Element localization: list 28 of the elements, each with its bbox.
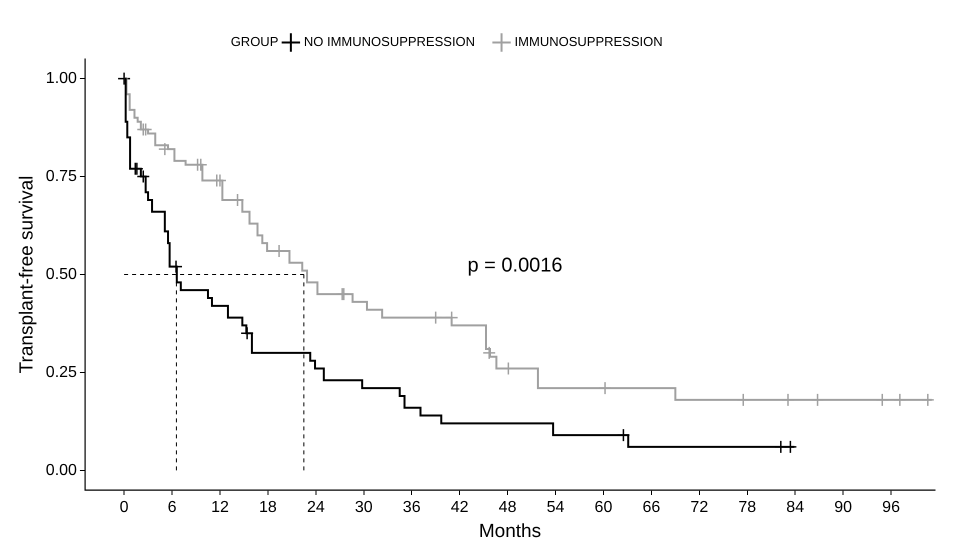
y-axis-title: Transplant-free survival (16, 176, 38, 374)
x-tick-label: 24 (306, 499, 325, 516)
x-tick-label: 54 (546, 499, 565, 516)
legend-title: GROUP (230, 34, 278, 50)
x-tick-label: 72 (690, 499, 708, 516)
x-tick-label: 96 (882, 499, 900, 516)
legend-label: NO IMMUNOSUPPRESSION (304, 34, 476, 50)
x-tick-label: 30 (354, 499, 373, 516)
x-tick-label: 36 (402, 499, 421, 516)
x-tick-label: 12 (211, 499, 229, 516)
y-tick-label: 0.25 (46, 364, 78, 381)
x-tick-label: 78 (738, 499, 756, 516)
x-tick-label: 6 (168, 499, 177, 516)
y-tick-label: 0.50 (46, 266, 78, 283)
x-tick-label: 60 (594, 499, 612, 516)
y-tick-label: 0.75 (46, 168, 78, 185)
y-tick-label: 1.00 (46, 70, 78, 87)
legend-label: IMMUNOSUPPRESSION (514, 34, 663, 50)
x-tick-label: 90 (834, 499, 852, 516)
y-tick-label: 0.00 (46, 462, 78, 479)
x-axis-title: Months (478, 520, 542, 542)
x-tick-label: 84 (786, 499, 804, 516)
x-tick-label: 66 (642, 499, 660, 516)
x-tick-label: 0 (120, 499, 129, 516)
annotation: p = 0.0016 (467, 254, 563, 276)
x-tick-label: 48 (498, 499, 517, 516)
x-tick-label: 42 (450, 499, 469, 516)
x-tick-label: 18 (258, 499, 277, 516)
